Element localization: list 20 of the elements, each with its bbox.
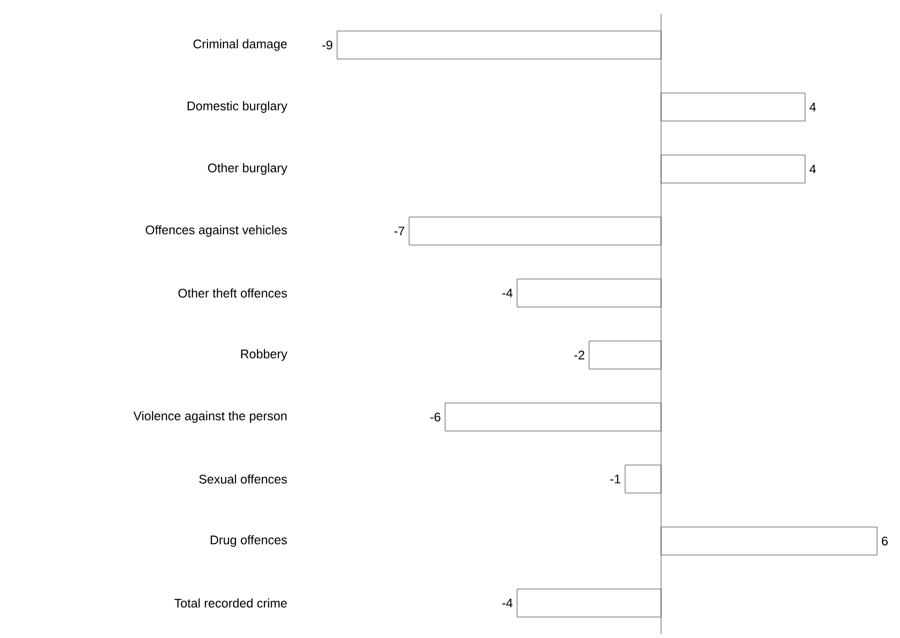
y-tick-label: Sexual offences (199, 474, 287, 484)
y-tick-label: Total recorded crime (174, 598, 287, 608)
data-label: 4 (810, 102, 816, 112)
y-tick-label: Offences against vehicles (146, 225, 287, 237)
data-label: 6 (882, 536, 888, 546)
data-label: -4 (502, 288, 513, 298)
data-label: -6 (430, 412, 440, 422)
y-tick-label: Violence against the person (133, 411, 287, 423)
data-label: -1 (610, 474, 620, 484)
data-label: -4 (502, 598, 513, 608)
y-tick-label: Other theft offences (178, 288, 287, 298)
data-label: -9 (322, 40, 332, 50)
y-tick-label: Criminal damage (194, 39, 287, 51)
y-tick-label: Other burglary (208, 163, 288, 175)
data-label: -2 (574, 350, 584, 360)
data-label: 4 (810, 164, 816, 174)
y-tick-label: Domestic burglary (188, 101, 288, 113)
data-label: -7 (394, 226, 404, 236)
y-tick-label: Robbery (241, 349, 288, 361)
y-tick-label: Drug offences (210, 535, 287, 547)
